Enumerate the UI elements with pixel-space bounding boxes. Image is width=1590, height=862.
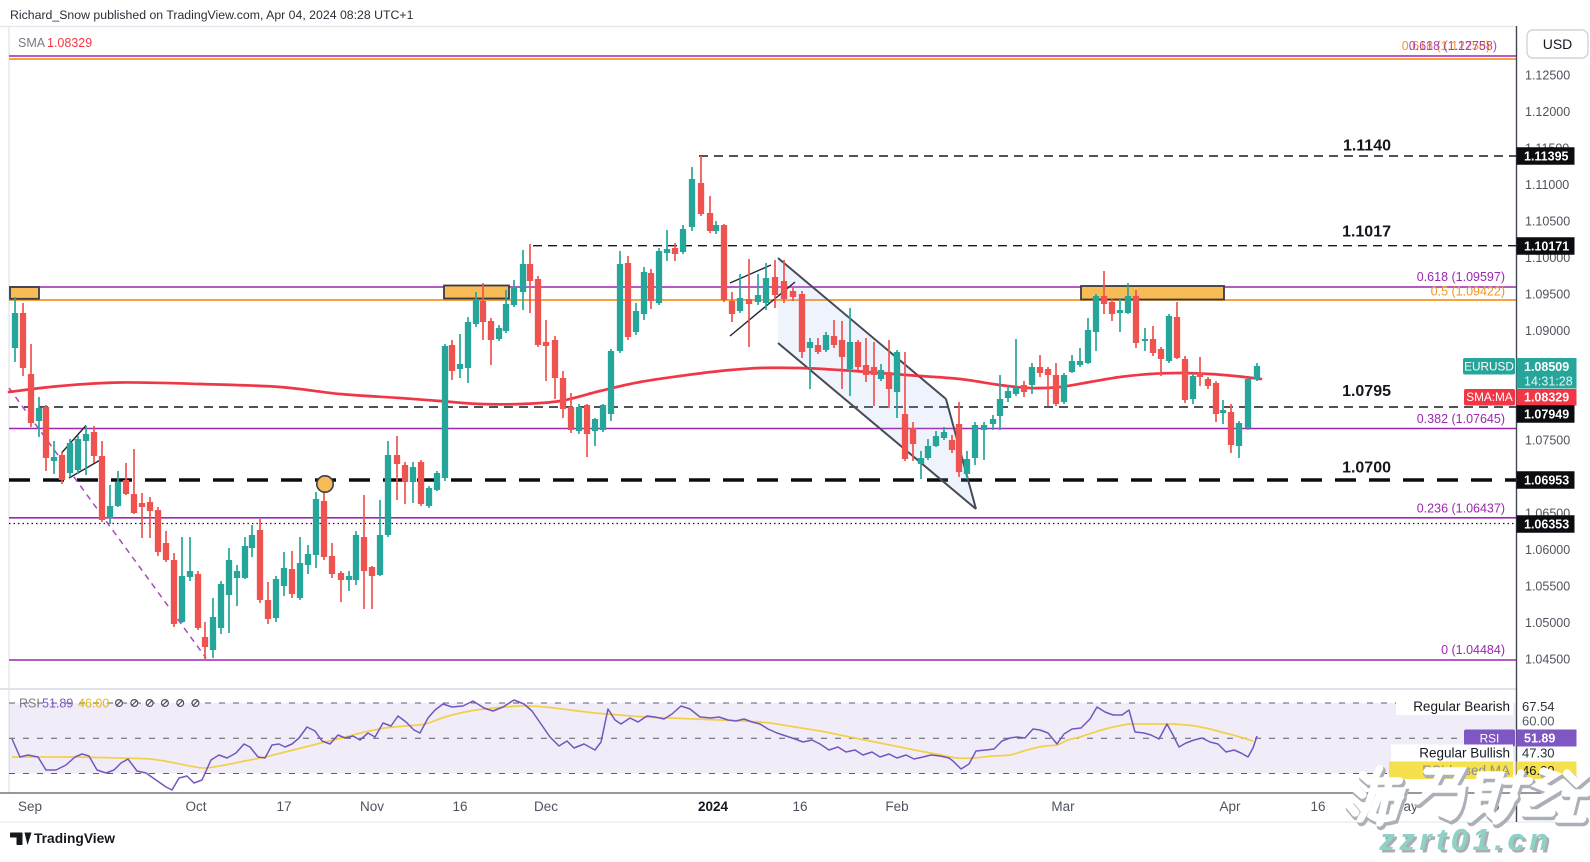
svg-text:Oct: Oct <box>185 799 206 814</box>
svg-text:RSI: RSI <box>19 697 40 711</box>
svg-text:0.382 (1.07645): 0.382 (1.07645) <box>1417 412 1505 426</box>
svg-text:1.12500: 1.12500 <box>1525 69 1570 83</box>
svg-text:1.08509: 1.08509 <box>1524 360 1569 374</box>
svg-text:Richard_Snow published on Trad: Richard_Snow published on TradingView.co… <box>10 8 414 22</box>
svg-text:1.07949: 1.07949 <box>1524 408 1569 422</box>
svg-text:zzrt01.cn: zzrt01.cn <box>1378 822 1552 857</box>
svg-text:46.00: 46.00 <box>78 697 109 711</box>
svg-text:17: 17 <box>276 799 291 814</box>
svg-text:1.11395: 1.11395 <box>1524 150 1569 164</box>
svg-text:0.618 (1.09597): 0.618 (1.09597) <box>1417 270 1505 284</box>
svg-text:SMA:MA: SMA:MA <box>1466 390 1513 404</box>
svg-text:1.09000: 1.09000 <box>1525 324 1570 338</box>
svg-text:14:31:28: 14:31:28 <box>1524 375 1573 389</box>
svg-text:RSI: RSI <box>1480 732 1500 746</box>
svg-text:16: 16 <box>452 799 467 814</box>
svg-text:SMA: SMA <box>18 36 46 50</box>
svg-text:1.12000: 1.12000 <box>1525 105 1570 119</box>
svg-text:Regular Bullish: Regular Bullish <box>1419 746 1510 761</box>
svg-text:1.10500: 1.10500 <box>1525 215 1570 229</box>
svg-text:1.11000: 1.11000 <box>1525 178 1569 192</box>
svg-text:16: 16 <box>1310 799 1325 814</box>
svg-text:TradingView: TradingView <box>34 831 115 846</box>
svg-text:1.06000: 1.06000 <box>1525 543 1570 557</box>
svg-text:0.618 (1.12758): 0.618 (1.12758) <box>1402 39 1490 53</box>
svg-text:Dec: Dec <box>534 799 558 814</box>
svg-text:1.10171: 1.10171 <box>1524 240 1569 254</box>
svg-text:1.0795: 1.0795 <box>1342 383 1391 400</box>
svg-text:1.06353: 1.06353 <box>1524 518 1569 532</box>
svg-text:1.0700: 1.0700 <box>1342 460 1391 477</box>
svg-text:1.08329: 1.08329 <box>1524 391 1569 405</box>
svg-text:Regular Bearish: Regular Bearish <box>1413 699 1510 714</box>
svg-text:Mar: Mar <box>1051 799 1075 814</box>
svg-text:zzrt01.cn: zzrt01.cn <box>1381 825 1555 858</box>
svg-text:67.54: 67.54 <box>1522 699 1555 714</box>
svg-text:1.06953: 1.06953 <box>1524 474 1569 488</box>
svg-text:Sep: Sep <box>18 799 42 814</box>
svg-text:51.89: 51.89 <box>1524 732 1555 746</box>
svg-text:Nov: Nov <box>360 799 384 814</box>
svg-text:0 (1.04484): 0 (1.04484) <box>1441 643 1505 657</box>
svg-text:0.236 (1.06437): 0.236 (1.06437) <box>1417 502 1505 516</box>
svg-text:60.00: 60.00 <box>1522 714 1555 729</box>
svg-text:1.1140: 1.1140 <box>1343 138 1391 155</box>
svg-text:2024: 2024 <box>698 799 729 814</box>
svg-text:Feb: Feb <box>885 799 908 814</box>
svg-text:0.5 (1.09422): 0.5 (1.09422) <box>1431 285 1505 299</box>
svg-text:1.09500: 1.09500 <box>1525 288 1570 302</box>
svg-text:51.89: 51.89 <box>42 697 73 711</box>
svg-text:0.618 (1.12758): 0.618 (1.12758) <box>1409 39 1497 53</box>
svg-text:Apr: Apr <box>1219 799 1241 814</box>
svg-text:1.05000: 1.05000 <box>1525 616 1570 630</box>
svg-text:1.08329: 1.08329 <box>47 36 92 50</box>
svg-text:1.07500: 1.07500 <box>1525 434 1570 448</box>
svg-text:1.05500: 1.05500 <box>1525 580 1570 594</box>
svg-text:47.30: 47.30 <box>1522 746 1555 761</box>
svg-text:1.1017: 1.1017 <box>1342 224 1391 241</box>
svg-text:16: 16 <box>792 799 807 814</box>
svg-text:1.04500: 1.04500 <box>1525 653 1570 667</box>
svg-text:EURUSD: EURUSD <box>1464 360 1514 374</box>
svg-text:USD: USD <box>1543 36 1573 52</box>
